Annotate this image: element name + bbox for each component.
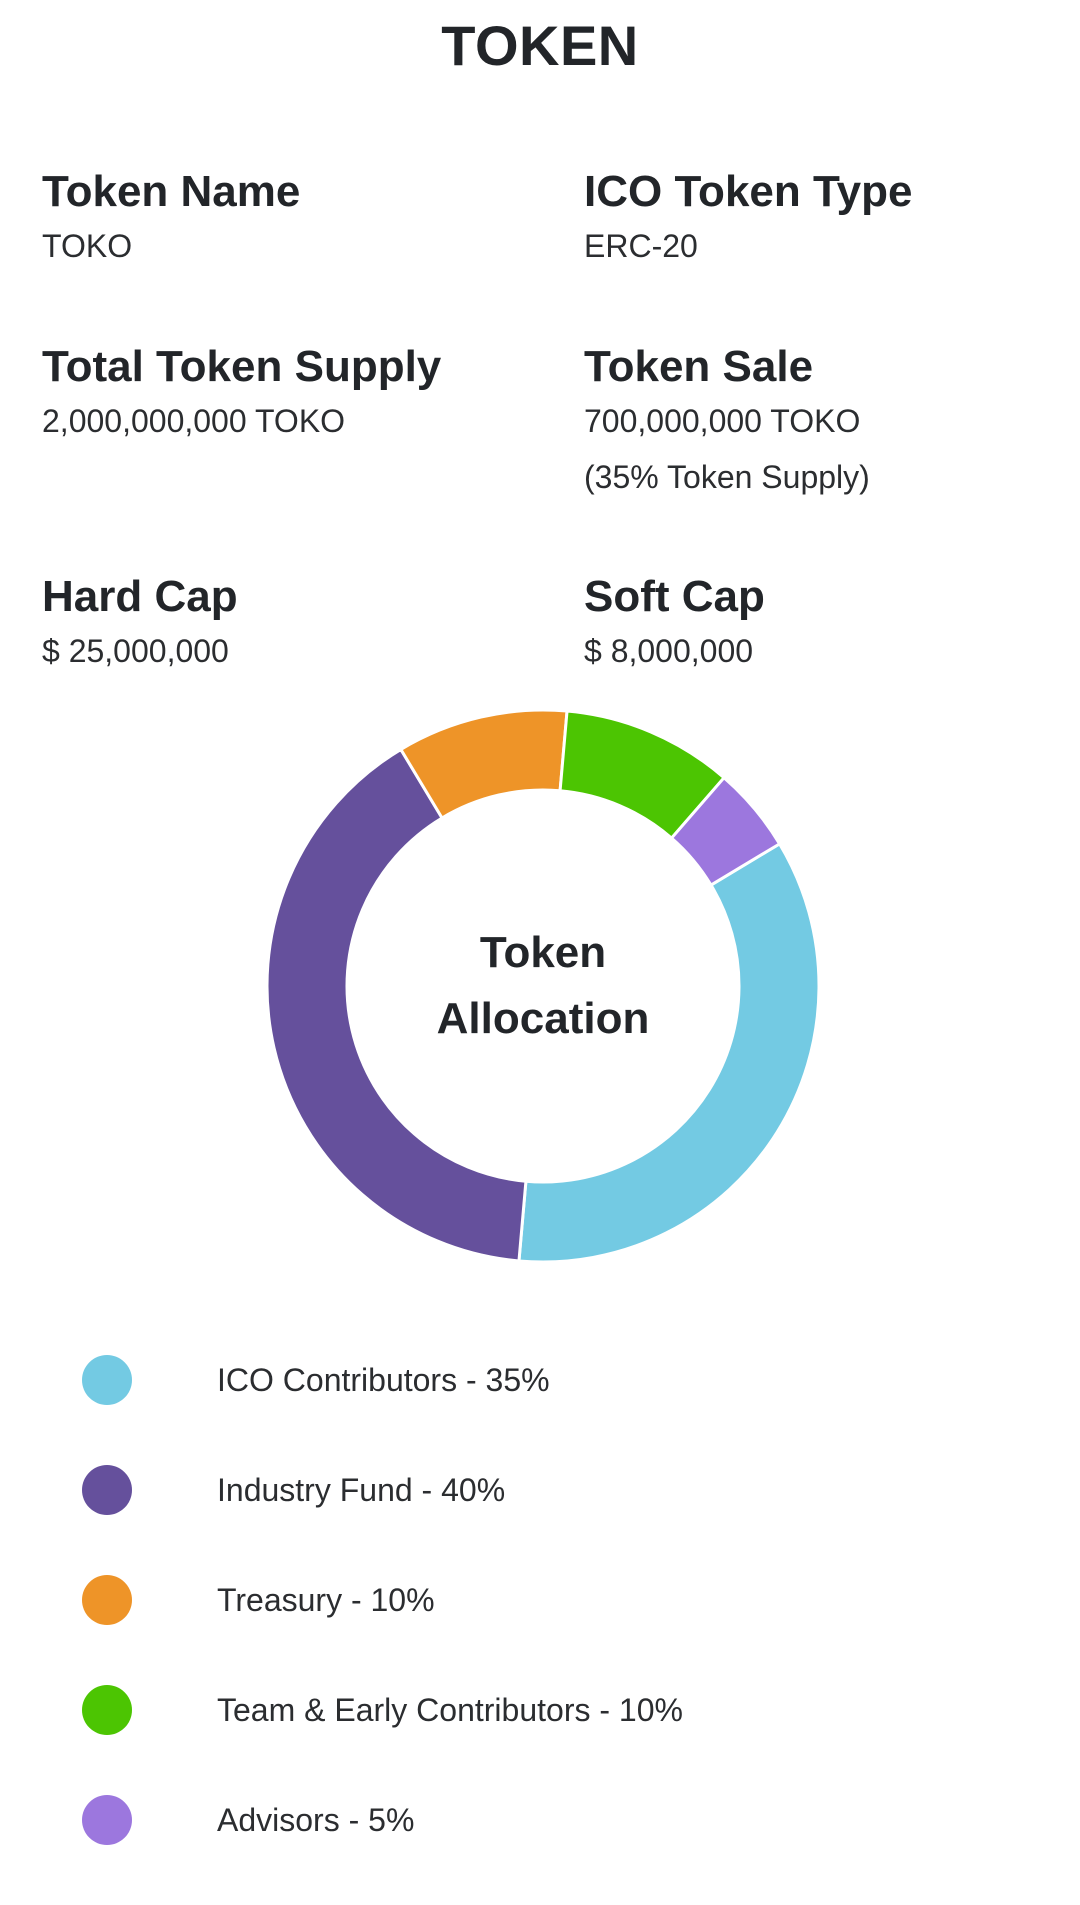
legend-swatch (82, 1355, 132, 1405)
legend-swatch (82, 1575, 132, 1625)
legend-label: Team & Early Contributors - 10% (217, 1692, 683, 1728)
token-name-label: Token Name (42, 167, 301, 216)
legend-swatch (82, 1795, 132, 1845)
token-sale-value: 700,000,000 TOKO (584, 403, 861, 439)
donut-chart-svg (266, 709, 820, 1263)
token-allocation-chart: Token Allocation (266, 709, 820, 1263)
legend-item: ICO Contributors - 35% (82, 1355, 982, 1405)
legend-item: Advisors - 5% (82, 1795, 982, 1845)
legend-item: Industry Fund - 40% (82, 1465, 982, 1515)
donut-slice-ico-contributors (517, 841, 820, 1263)
legend-swatch (82, 1465, 132, 1515)
token-name-block: Token Name TOKO (42, 166, 522, 274)
page-title: TOKEN (441, 14, 639, 77)
legend-swatch (82, 1685, 132, 1735)
legend-label: ICO Contributors - 35% (217, 1362, 550, 1398)
hard-cap-value: $ 25,000,000 (42, 633, 229, 669)
total-supply-value: 2,000,000,000 TOKO (42, 403, 346, 439)
donut-slice-industry-fund (266, 747, 528, 1263)
total-supply-block: Total Token Supply 2,000,000,000 TOKO (42, 341, 522, 449)
legend-label: Treasury - 10% (217, 1582, 435, 1618)
hard-cap-label: Hard Cap (42, 572, 238, 621)
soft-cap-block: Soft Cap $ 8,000,000 (584, 571, 1064, 679)
token-sale-label: Token Sale (584, 342, 814, 391)
token-name-value: TOKO (42, 228, 133, 264)
hard-cap-block: Hard Cap $ 25,000,000 (42, 571, 522, 679)
soft-cap-label: Soft Cap (584, 572, 765, 621)
legend-label: Industry Fund - 40% (217, 1472, 506, 1508)
legend-item: Treasury - 10% (82, 1575, 982, 1625)
token-type-block: ICO Token Type ERC-20 (584, 166, 1064, 274)
total-supply-label: Total Token Supply (42, 342, 442, 391)
token-sale-block: Token Sale 700,000,000 TOKO (35% Token S… (584, 341, 1064, 505)
chart-legend: ICO Contributors - 35% Industry Fund - 40… (82, 1355, 982, 1905)
token-sale-note: (35% Token Supply) (584, 459, 870, 495)
donut-slice-advisors (669, 775, 782, 888)
legend-item: Team & Early Contributors - 10% (82, 1685, 982, 1735)
token-type-value: ERC-20 (584, 228, 698, 264)
legend-label: Advisors - 5% (217, 1802, 415, 1838)
token-type-label: ICO Token Type (584, 167, 913, 216)
soft-cap-value: $ 8,000,000 (584, 633, 754, 669)
